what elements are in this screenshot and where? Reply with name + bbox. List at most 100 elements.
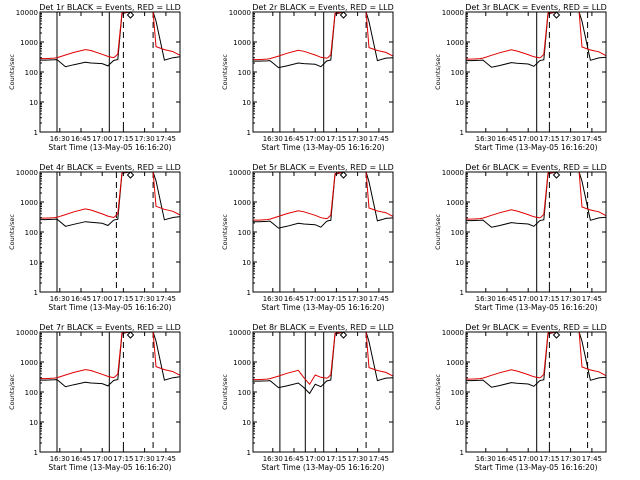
- x-tick-label: 17:15: [326, 295, 346, 303]
- y-tick-label: 1000: [233, 359, 251, 367]
- y-tick-label: 10000: [442, 329, 464, 337]
- events-series-line: [253, 11, 394, 69]
- y-axis-label: Counts/sec: [221, 214, 229, 250]
- y-tick-label: 10: [242, 419, 251, 427]
- y-tick-label: 1: [34, 129, 38, 137]
- x-tick-label: 17:00: [305, 295, 325, 303]
- detector-panel-5: Det 5r BLACK = Events, RED = LLD 1 10 100 10…: [221, 163, 394, 312]
- x-axis-label: Start Time (13-May-05 16:16:20): [48, 463, 171, 472]
- x-tick-label: 16:45: [497, 295, 517, 303]
- plot-frame: [39, 331, 181, 453]
- y-tick-label: 100: [238, 389, 251, 397]
- x-tick-label: 16:30: [476, 295, 496, 303]
- lld-series-line: [40, 171, 181, 219]
- y-axis-label: Counts/sec: [434, 214, 442, 250]
- events-series-line: [40, 331, 181, 388]
- y-tick-label: 1: [247, 289, 251, 297]
- peak-marker: [552, 171, 561, 179]
- x-tick-label: 16:30: [263, 135, 283, 143]
- x-axis-label: Start Time (13-May-05 16:16:20): [48, 143, 171, 152]
- y-tick-label: 1000: [446, 359, 464, 367]
- x-tick-label: 17:00: [305, 135, 325, 143]
- y-tick-label: 100: [25, 229, 38, 237]
- x-tick-label: 17:00: [518, 135, 538, 143]
- panel-title: Det 9r BLACK = Events, RED = LLD: [465, 323, 607, 332]
- x-axis-label: Start Time (13-May-05 16:16:20): [261, 143, 384, 152]
- y-tick-label: 10: [29, 259, 38, 267]
- x-tick-label: 16:45: [284, 455, 304, 463]
- y-tick-label: 10: [242, 99, 251, 107]
- x-tick-label: 16:30: [50, 295, 70, 303]
- x-tick-label: 17:15: [113, 455, 133, 463]
- panel-title: Det 2r BLACK = Events, RED = LLD: [252, 3, 394, 12]
- x-axis-label: Start Time (13-May-05 16:16:20): [474, 303, 597, 312]
- y-axis-label: Counts/sec: [221, 374, 229, 410]
- events-series-line: [466, 331, 607, 388]
- y-tick-label: 10000: [229, 9, 251, 17]
- y-tick-label: 1: [247, 449, 251, 457]
- plot-frame: [252, 331, 394, 453]
- panel-title: Det 6r BLACK = Events, RED = LLD: [465, 163, 607, 172]
- y-tick-label: 1000: [20, 39, 38, 47]
- x-axis-label: Start Time (13-May-05 16:16:20): [261, 463, 384, 472]
- x-tick-label: 17:00: [518, 295, 538, 303]
- detector-panel-6: Det 6r BLACK = Events, RED = LLD 1 10 100 10…: [434, 163, 607, 312]
- y-tick-label: 100: [451, 229, 464, 237]
- x-tick-label: 17:45: [156, 455, 176, 463]
- x-tick-label: 17:00: [92, 455, 112, 463]
- y-axis-label: Counts/sec: [8, 214, 16, 250]
- x-tick-label: 16:30: [476, 135, 496, 143]
- x-tick-label: 17:30: [348, 295, 368, 303]
- y-tick-label: 10000: [442, 9, 464, 17]
- x-tick-label: 17:45: [582, 295, 602, 303]
- peak-marker: [552, 331, 561, 339]
- x-tick-label: 17:30: [135, 135, 155, 143]
- x-tick-label: 16:30: [50, 135, 70, 143]
- plot-frame: [252, 11, 394, 133]
- lld-series-line: [466, 11, 607, 60]
- x-tick-label: 17:45: [156, 135, 176, 143]
- x-tick-label: 16:45: [497, 455, 517, 463]
- x-tick-label: 16:45: [497, 135, 517, 143]
- x-tick-label: 17:30: [135, 295, 155, 303]
- peak-marker: [552, 11, 561, 19]
- y-tick-label: 100: [238, 229, 251, 237]
- x-tick-label: 17:30: [135, 455, 155, 463]
- lld-series-line: [40, 11, 181, 60]
- y-tick-label: 100: [238, 69, 251, 77]
- x-tick-label: 17:45: [369, 135, 389, 143]
- y-tick-label: 1: [460, 449, 464, 457]
- detector-panel-9: Det 9r BLACK = Events, RED = LLD 1 10 100 10…: [434, 323, 607, 472]
- lld-series-line: [466, 331, 607, 380]
- panel-title: Det 3r BLACK = Events, RED = LLD: [465, 3, 607, 12]
- y-tick-label: 10: [29, 99, 38, 107]
- peak-marker: [126, 11, 135, 19]
- events-series-line: [40, 171, 181, 227]
- x-tick-label: 16:45: [71, 455, 91, 463]
- y-tick-label: 1000: [233, 199, 251, 207]
- y-tick-label: 10: [29, 419, 38, 427]
- x-tick-label: 16:45: [71, 135, 91, 143]
- y-tick-label: 1000: [446, 39, 464, 47]
- x-tick-label: 16:30: [50, 455, 70, 463]
- peak-marker: [126, 171, 135, 179]
- y-axis-label: Counts/sec: [221, 54, 229, 90]
- x-tick-label: 16:30: [263, 295, 283, 303]
- x-tick-label: 17:30: [561, 455, 581, 463]
- y-tick-label: 10000: [229, 169, 251, 177]
- lld-series-line: [253, 11, 394, 61]
- x-tick-label: 17:00: [92, 135, 112, 143]
- x-axis-label: Start Time (13-May-05 16:16:20): [474, 143, 597, 152]
- detector-panel-3: Det 3r BLACK = Events, RED = LLD 1 10 100 10…: [434, 3, 607, 152]
- detector-panel-7: Det 7r BLACK = Events, RED = LLD 1 10 100 10…: [8, 323, 181, 472]
- x-tick-label: 17:45: [582, 455, 602, 463]
- x-tick-label: 16:45: [284, 135, 304, 143]
- events-series-line: [253, 331, 394, 395]
- y-axis-label: Counts/sec: [434, 54, 442, 90]
- plot-frame: [252, 171, 394, 293]
- y-tick-label: 10000: [442, 169, 464, 177]
- y-tick-label: 1000: [20, 199, 38, 207]
- peak-marker: [339, 331, 348, 339]
- plot-frame: [465, 171, 607, 293]
